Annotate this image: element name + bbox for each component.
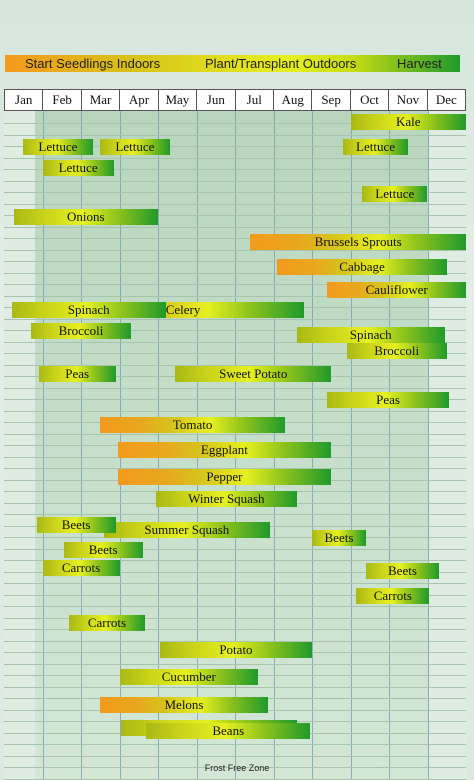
month-label-oct: Oct	[351, 90, 390, 110]
crop-bar-broccoli: Broccoli	[346, 343, 447, 359]
row-gridline	[4, 192, 466, 193]
row-gridline	[4, 330, 466, 331]
row-gridline	[4, 295, 466, 297]
row-gridline	[4, 560, 466, 561]
row-gridline	[4, 767, 466, 768]
row-gridline	[4, 272, 466, 274]
row-gridline	[4, 353, 466, 354]
crop-bar-cucumber: Cucumber	[119, 669, 259, 685]
crop-bar-beans: Beans	[146, 723, 311, 739]
row-gridline	[4, 284, 466, 285]
row-gridline	[4, 410, 466, 412]
row-gridline	[4, 640, 466, 642]
month-label-dec: Dec	[435, 92, 457, 107]
row-gridline	[4, 399, 466, 400]
row-gridline	[4, 594, 466, 596]
month-label-jun: Jun	[197, 90, 236, 110]
crop-bar-beets: Beets	[36, 517, 116, 533]
month-label-sep: Sep	[312, 90, 351, 110]
row-gridline	[4, 146, 466, 147]
row-gridline	[4, 134, 466, 136]
month-label-may: May	[159, 90, 198, 110]
row-gridline	[4, 249, 466, 251]
legend-harvest-label: Harvest	[397, 56, 442, 71]
crop-bar-potato: Potato	[159, 642, 312, 658]
crop-bar-spinach: Spinach	[11, 302, 166, 318]
crop-bar-peas: Peas	[38, 366, 116, 382]
month-label-aug: Aug	[274, 90, 313, 110]
crop-bar-cabbage: Cabbage	[277, 259, 447, 275]
crop-bar-broccoli: Broccoli	[30, 323, 132, 339]
month-label-feb: Feb	[43, 90, 82, 110]
row-gridline	[4, 387, 466, 389]
month-header: Jan Feb Mar Apr May Jun Jul Aug Sep Oct Nov Dec	[4, 89, 466, 111]
frost-free-zone-label: Frost Free Zone	[204, 763, 270, 773]
crop-bar-pepper: Pepper	[117, 469, 332, 485]
crop-bar-beets: Beets	[63, 542, 143, 558]
crop-bar-lettuce: Lettuce	[362, 186, 428, 202]
row-gridline	[4, 468, 466, 469]
crop-bar-cauliflower: Cauliflower	[327, 282, 466, 298]
crop-bar-carrots: Carrots	[356, 588, 430, 604]
crop-bar-peas: Peas	[327, 392, 449, 408]
crop-bar-beets: Beets	[312, 530, 366, 546]
month-label-jan: Jan	[5, 90, 44, 110]
row-gridline	[4, 571, 466, 573]
row-gridline	[4, 629, 466, 630]
row-gridline	[4, 617, 466, 619]
row-gridline	[4, 433, 466, 435]
crop-bar-onions: Onions	[13, 209, 158, 225]
row-gridline	[4, 341, 466, 343]
row-gridline	[4, 548, 466, 550]
row-gridline	[4, 686, 466, 688]
legend-plant-label: Plant/Transplant Outdoors	[205, 56, 357, 71]
legend-bar: Start Seedlings Indoors Plant/Transplant…	[5, 55, 460, 72]
row-gridline	[4, 744, 466, 745]
row-gridline	[4, 123, 466, 124]
crop-bar-kale: Kale	[350, 114, 466, 130]
row-gridline	[4, 583, 466, 584]
crop-bar-carrots: Carrots	[42, 560, 120, 576]
month-label-nov: Nov	[389, 90, 428, 110]
row-gridline	[4, 755, 466, 757]
legend-start-label: Start Seedlings Indoors	[25, 56, 161, 71]
row-gridline	[4, 226, 466, 228]
crop-bar-brussels-sprouts: Brussels Sprouts	[250, 234, 466, 250]
crop-bar-lettuce: Lettuce	[100, 139, 170, 155]
crop-bar-beets: Beets	[365, 563, 440, 579]
row-gridline	[4, 238, 466, 239]
row-gridline	[4, 215, 466, 216]
row-gridline	[4, 157, 466, 159]
crop-bar-tomato: Tomato	[100, 417, 286, 433]
row-gridline	[4, 514, 466, 515]
crop-bar-eggplant: Eggplant	[117, 442, 332, 458]
crop-bar-lettuce: Lettuce	[342, 139, 409, 155]
row-gridline	[4, 180, 466, 182]
crop-bar-carrots: Carrots	[69, 615, 145, 631]
row-gridline	[4, 203, 466, 205]
crop-bar-melons: Melons	[100, 697, 268, 713]
row-gridline	[4, 364, 466, 366]
crop-bar-sweet-potato: Sweet Potato	[175, 366, 332, 382]
crop-bar-summer-squash: Summer Squash	[104, 522, 270, 538]
month-label-jul: Jul	[236, 90, 274, 110]
row-gridline	[4, 261, 466, 262]
row-gridline	[4, 318, 466, 320]
row-gridline	[4, 663, 466, 665]
crop-bar-lettuce: Lettuce	[42, 160, 114, 176]
crop-bar-winter-squash: Winter Squash	[156, 491, 297, 507]
row-gridline	[4, 606, 466, 607]
row-gridline	[4, 169, 466, 170]
month-label-mar: Mar	[82, 90, 121, 110]
crop-bar-spinach: Spinach	[296, 327, 445, 343]
month-label-apr: Apr	[120, 90, 159, 110]
chart-plot-area: Kale Lettuce Lettuce Lettuce Lettuce Lettuce O…	[4, 111, 466, 780]
crop-bar-lettuce: Lettuce	[23, 139, 93, 155]
